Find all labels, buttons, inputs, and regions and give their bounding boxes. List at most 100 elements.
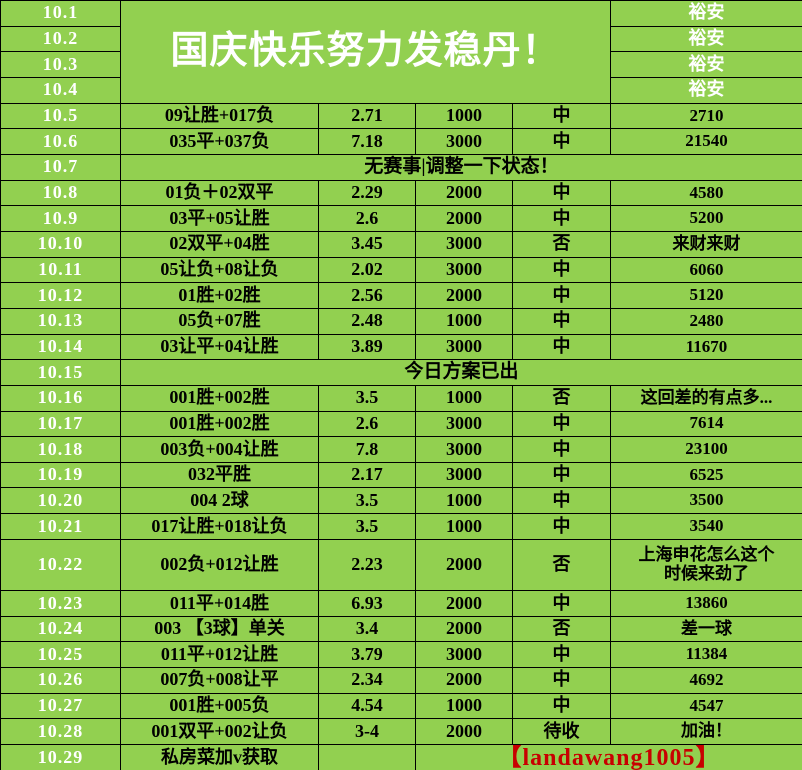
date-cell: 10.1 [0,0,121,27]
table-row: 10.29 私房菜加v获取 【landawang1005】 [0,744,802,770]
odds-cell: 2.17 [318,461,416,489]
result-cell: 否 [511,615,612,643]
date-cell: 10.27 [0,692,121,720]
table-row: 10.28 001双平+002让负 3-4 2000 待收 加油！ [0,718,802,746]
result-cell: 否 [511,538,612,592]
banner-side-label: 裕安 [610,51,802,78]
stake-cell: 2000 [415,538,513,592]
odds-cell: 2.6 [318,410,416,438]
date-cell: 10.29 [0,744,121,770]
note-cell: 差一球 [610,615,802,643]
stake-cell: 3000 [415,436,513,463]
stake-cell: 1000 [415,102,513,130]
table-row: 10.12 01胜+02胜 2.56 2000 中 5120 [0,282,802,309]
date-cell: 10.18 [0,436,121,463]
stake-cell: 3000 [415,410,513,438]
note-cell: 这回差的有点多... [610,384,802,412]
table-row: 10.13 05负+07胜 2.48 1000 中 2480 [0,307,802,335]
odds-cell: 3.79 [318,641,416,669]
table-row: 10.7 无赛事|调整一下状态！ [0,153,802,181]
note-cell: 4547 [610,692,802,720]
result-cell: 中 [511,513,612,540]
signature-cell: 【landawang1005】 [414,744,802,770]
result-cell: 中 [511,436,612,463]
odds-cell [318,744,416,770]
note-cell: 3540 [610,513,802,540]
bet-cell: 私房菜加v获取 [120,744,319,770]
date-cell: 10.8 [0,179,121,207]
date-cell: 10.3 [0,51,121,78]
stake-cell: 2000 [415,179,513,207]
table-row: 10.1 国庆快乐努力发稳丹！ 裕安 [0,0,802,104]
result-cell: 中 [511,487,612,515]
banner-side-label: 裕安 [610,76,802,104]
result-cell: 中 [511,307,612,335]
odds-cell: 2.23 [318,538,416,592]
bet-cell: 011平+014胜 [120,590,319,617]
note-cell: 2710 [610,102,802,130]
table-row: 10.8 01负＋02双平 2.29 2000 中 4580 [0,179,802,207]
table-row: 10.23 011平+014胜 6.93 2000 中 13860 [0,590,802,617]
date-cell: 10.5 [0,102,121,130]
result-cell: 中 [511,667,612,694]
table-row: 10.4 裕安 [0,76,802,104]
bet-cell: 02双平+04胜 [120,230,319,258]
result-cell: 中 [511,282,612,309]
table-row: 10.24 003 【3球】单关 3.4 2000 否差一球 [0,615,802,643]
note-cell: 11670 [610,333,802,361]
bet-cell: 032平胜 [120,461,319,489]
note-cell: 5200 [610,205,802,232]
note-cell: 2480 [610,307,802,335]
bet-cell: 03平+05让胜 [120,205,319,232]
note-cell: 3500 [610,487,802,515]
bet-cell: 003负+004让胜 [120,436,319,463]
date-cell: 10.12 [0,282,121,309]
note-cell: 6525 [610,461,802,489]
odds-cell: 3-4 [318,718,416,746]
odds-cell: 2.56 [318,282,416,309]
table-row: 10.14 03让平+04让胜 3.89 3000 中 11670 [0,333,802,361]
odds-cell: 3.4 [318,615,416,643]
result-cell: 中 [511,692,612,720]
banner-side-label: 裕安 [610,25,802,53]
note-cell: 13860 [610,590,802,617]
bet-cell: 09让胜+017负 [120,102,319,130]
odds-cell: 3.5 [318,513,416,540]
date-cell: 10.28 [0,718,121,746]
result-cell: 中 [511,128,612,155]
result-cell: 中 [511,102,612,130]
note-cell: 4692 [610,667,802,694]
table-row: 10.3 裕安 [0,51,802,78]
date-cell: 10.17 [0,410,121,438]
note-cell: 加油！ [610,718,802,746]
date-cell: 10.9 [0,205,121,232]
bet-cell: 001胜+005负 [120,692,319,720]
bet-cell: 001胜+002胜 [120,384,319,412]
bet-cell: 017让胜+018让负 [120,513,319,540]
table-row: 10.20 004 2球 3.5 1000 中 3500 [0,487,802,515]
odds-cell: 2.02 [318,256,416,284]
stake-cell: 1000 [415,513,513,540]
bet-cell: 001双平+002让负 [120,718,319,746]
odds-cell: 2.34 [318,667,416,694]
result-cell: 中 [511,461,612,489]
note-cell: 6060 [610,256,802,284]
date-cell: 10.2 [0,25,121,53]
table-row: 10.25 011平+012让胜 3.79 3000 中 11384 [0,641,802,669]
table-row: 10.21 017让胜+018让负 3.5 1000 中 3540 [0,513,802,540]
odds-cell: 7.18 [318,128,416,155]
date-cell: 10.24 [0,615,121,643]
table-row: 10.5 09让胜+017负 2.71 1000 中 2710 [0,102,802,130]
banner-side-label: 裕安 [610,0,802,27]
date-cell: 10.14 [0,333,121,361]
stake-cell: 2000 [415,615,513,643]
stake-cell: 3000 [415,230,513,258]
table-row: 10.26 007负+008让平 2.34 2000 中 4692 [0,667,802,694]
stake-cell: 2000 [415,205,513,232]
note-cell: 11384 [610,641,802,669]
date-cell: 10.7 [0,153,121,181]
bet-cell: 03让平+04让胜 [120,333,319,361]
date-cell: 10.16 [0,384,121,412]
bet-cell: 001胜+002胜 [120,410,319,438]
